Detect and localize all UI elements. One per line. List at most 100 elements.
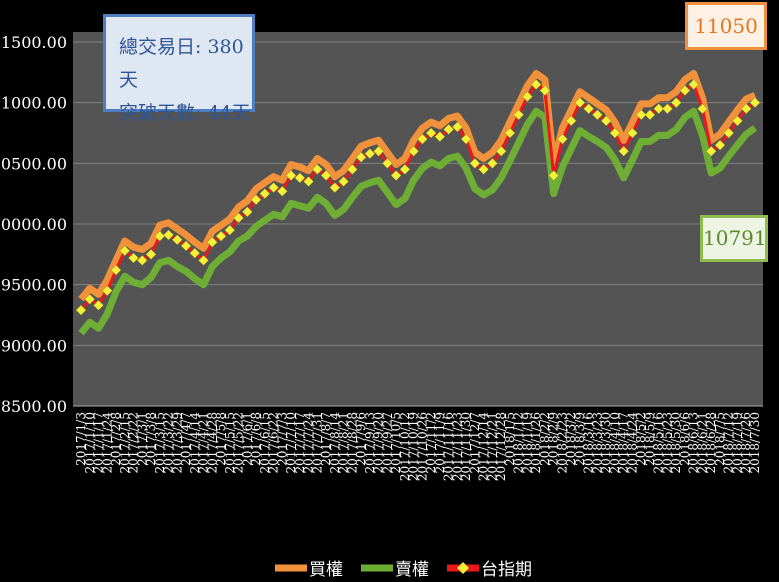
futures-point [670,97,682,109]
futures-point [233,212,244,224]
x-tick-label: 2018/1/19 [520,412,534,474]
x-tick-label: 2018/3/30 [599,412,613,474]
futures-point [215,230,227,242]
x-axis: 2017/1/32017/1/102017/1/172017/1/242017/… [73,405,763,482]
x-tick-label: 2017/11/2 [424,412,438,474]
y-tick-label: 10500.00 [0,154,67,173]
x-tick-label: 2017/9/27 [380,412,394,474]
x-tick-label: 2018/3/9 [573,412,587,466]
x-tick-label: 2017/12/7 [468,412,482,474]
futures-point [452,121,463,133]
x-tick-label: 2018/7/30 [748,412,762,474]
x-tick-label: 2017/4/28 [205,412,219,474]
y-tick-label: 9000.00 [1,336,67,355]
futures-point [600,115,612,127]
futures-point [513,109,525,121]
x-tick-label: 2018/5/23 [660,412,674,474]
x-tick-label: 2017/2/15 [118,412,132,474]
y-tick-label: 11000.00 [0,94,67,113]
futures-point [495,145,507,157]
futures-point [390,170,402,181]
x-tick-label: 2017/6/8 [249,412,263,466]
x-tick-label: 2017/1/24 [100,412,114,474]
legend-sell-label: 賣權 [395,560,429,580]
futures-point [329,182,341,193]
futures-point [180,240,192,252]
x-tick-label: 2018/5/2 [634,412,648,466]
x-tick-label: 2017/6/22 [267,412,281,474]
futures-point [548,170,560,181]
series-buy-line [78,70,757,302]
futures-point [154,230,166,242]
futures-point [189,247,201,259]
futures-point [732,115,743,127]
x-tick-label: 2017/11/16 [442,412,456,481]
x-tick-label: 2018/1/5 [503,412,517,466]
futures-point [198,255,209,266]
x-tick-label: 2018/2/2 [538,412,552,466]
x-tick-label: 2018/4/24 [625,412,639,474]
legend-futures-marker [457,562,469,574]
x-tick-label: 2017/1/17 [92,412,106,474]
futures-point [688,79,700,90]
futures-point [425,127,437,139]
futures-point [268,182,279,193]
futures-point [627,127,638,139]
x-tick-label: 2017/10/5 [389,412,403,474]
futures-point [417,133,428,145]
x-tick-label: 2018/7/19 [730,412,744,474]
futures-point [557,133,568,145]
x-tick-label: 2017/1/10 [83,412,97,474]
x-tick-label: 2017/10/26 [415,412,429,481]
x-tick-label: 2017/9/6 [354,412,368,466]
x-tick-label: 2017/6/1 [240,412,254,466]
futures-point [565,115,577,127]
futures-point [119,245,131,257]
x-tick-label: 2017/3/15 [153,412,167,474]
x-tick-label: 2018/2/9 [547,412,561,466]
futures-point [128,252,139,264]
x-tick-label: 2017/4/21 [197,412,211,474]
futures-point [399,164,411,175]
x-tick-label: 2018/6/21 [695,412,709,474]
x-tick-label: 2017/8/28 [345,412,359,474]
x-tick-label: 2017/12/21 [485,412,499,481]
futures-point [294,172,306,184]
futures-point [443,124,454,135]
futures-point [504,127,516,139]
x-tick-label: 2018/5/9 [643,412,657,466]
futures-point [171,234,183,246]
futures-point [618,145,630,157]
y-tick-label: 10000.00 [0,215,67,234]
x-tick-label: 2017/2/8 [109,412,123,466]
futures-point [84,293,96,305]
futures-point [259,188,271,200]
x-tick-label: 2017/12/28 [494,412,508,481]
stats-box: 總交易日: 380天 突破天數: 44天 [103,14,255,124]
futures-point [364,148,376,159]
futures-point [382,157,393,169]
series-sell-line [78,107,758,336]
futures-point [75,304,87,316]
futures-point [145,248,157,260]
series-group [75,70,761,336]
futures-point [679,85,691,96]
x-tick-label: 2017/12/14 [477,412,491,482]
x-tick-label: 2018/7/26 [739,412,753,474]
legend-buy-label: 買權 [309,560,343,580]
futures-point [522,91,533,102]
futures-point [592,109,603,121]
futures-point [705,145,717,157]
x-tick-label: 2017/7/10 [284,412,298,474]
futures-point [101,285,113,297]
futures-point [723,127,735,139]
futures-point [530,79,542,90]
futures-point [93,299,104,311]
futures-point [320,170,332,181]
x-tick-label: 2017/6/15 [258,412,272,474]
x-tick-label: 2017/3/29 [170,412,184,474]
futures-point [434,131,446,142]
sell-callout: 10791 [700,215,768,262]
legend-futures-label: 台指期 [481,560,532,580]
x-tick-label: 2017/1/3 [74,412,88,466]
